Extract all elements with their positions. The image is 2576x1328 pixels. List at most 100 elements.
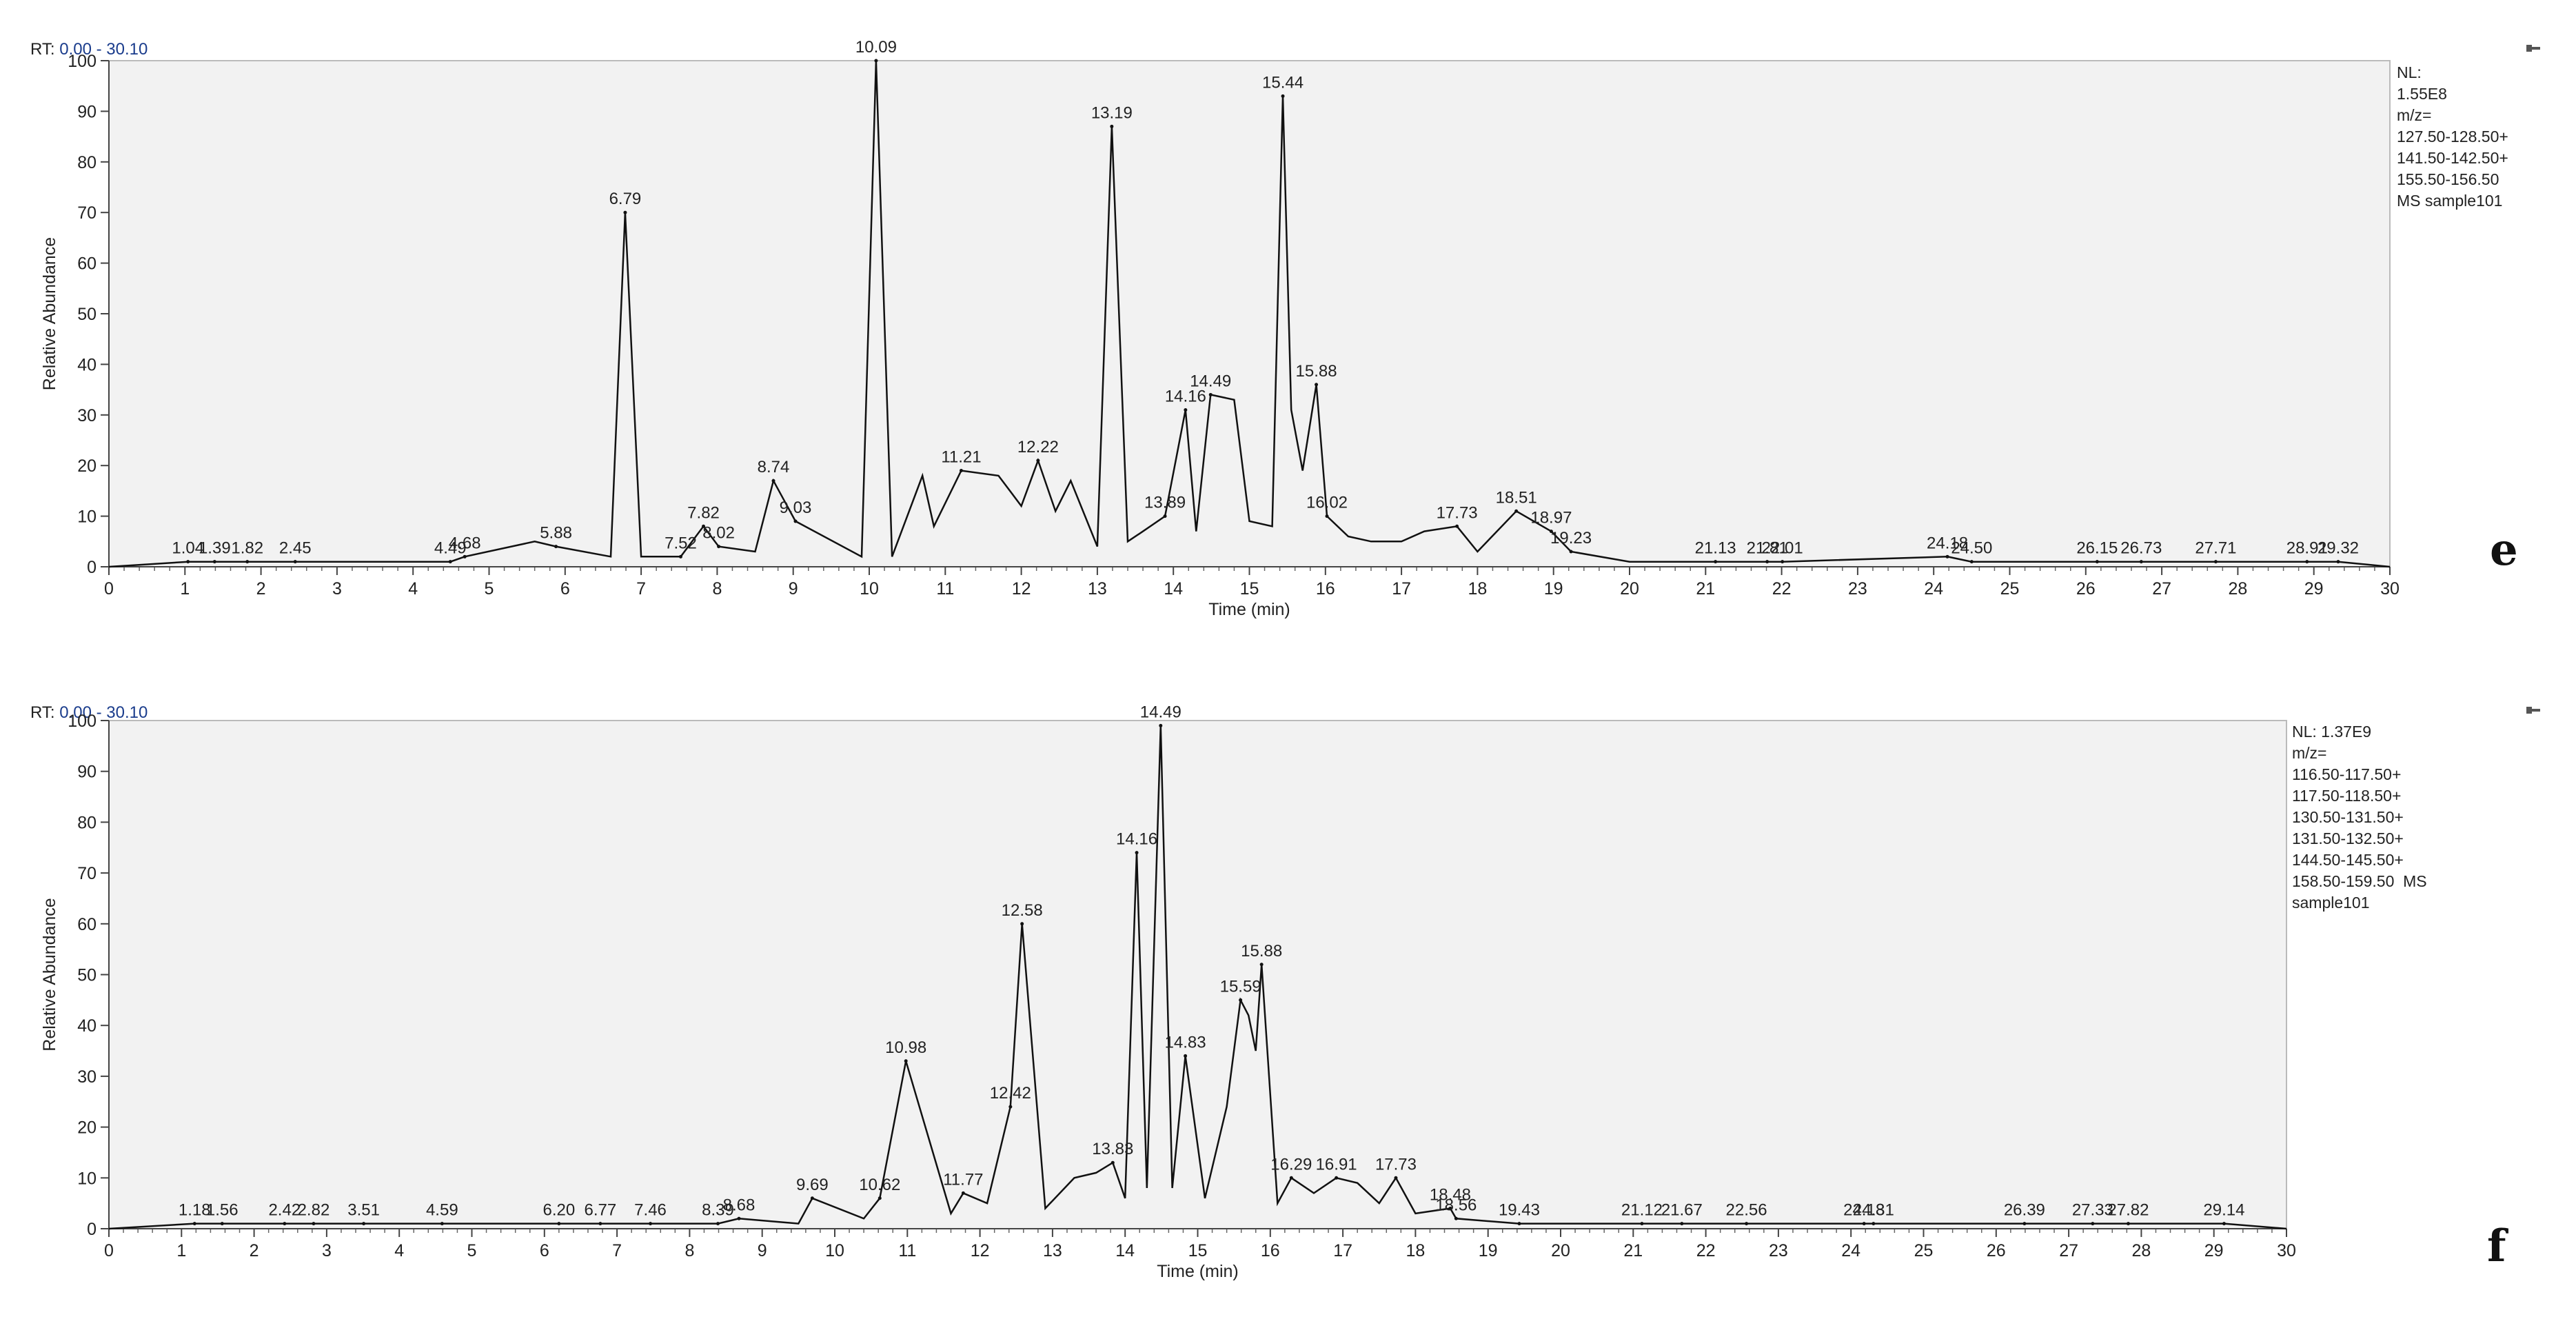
x-tick-label: 6 <box>540 1241 549 1260</box>
x-tick-label: 20 <box>1551 1241 1570 1260</box>
x-tick-label: 3 <box>332 579 342 598</box>
nl-info-line: m/z= <box>2397 106 2432 124</box>
panel-label: e <box>2490 524 2518 576</box>
peak-marker <box>1514 509 1519 513</box>
peak-label: 21.13 <box>1695 539 1736 558</box>
peak-marker <box>716 1222 720 1226</box>
x-tick-label: 19 <box>1479 1241 1498 1260</box>
y-tick-label: 50 <box>77 966 97 985</box>
y-tick-label: 70 <box>77 864 97 883</box>
peak-label: 6.20 <box>543 1201 576 1220</box>
peak-label: 15.88 <box>1296 362 1337 381</box>
peak-marker <box>283 1222 287 1226</box>
y-tick-label: 20 <box>77 1118 97 1138</box>
x-tick-label: 8 <box>712 579 722 598</box>
peak-marker <box>874 59 878 63</box>
y-tick-label: 80 <box>77 813 97 832</box>
x-axis-label: Time (min) <box>1157 1262 1239 1281</box>
peak-marker <box>557 1222 561 1226</box>
peak-label: 26.39 <box>2004 1201 2045 1220</box>
peak-label: 21.12 <box>1621 1201 1663 1220</box>
x-tick-label: 11 <box>936 579 954 598</box>
peak-label: 27.33 <box>2072 1201 2113 1220</box>
peak-marker <box>1680 1222 1684 1226</box>
peak-marker <box>737 1216 741 1220</box>
peak-marker <box>192 1222 196 1226</box>
pin-icon[interactable] <box>2526 705 2541 716</box>
peak-label: 7.82 <box>687 503 720 522</box>
nl-info-block: NL: 1.55E8 m/z= 127.50-128.50+ 141.50-142.50… <box>2397 62 2508 212</box>
nl-info-line: NL: 1.37E9 <box>2292 723 2372 741</box>
panel-label: f <box>2487 1220 2506 1272</box>
x-tick-label: 30 <box>2380 579 2400 598</box>
peak-marker <box>1159 723 1163 727</box>
nl-info-line: sample101 <box>2292 894 2370 912</box>
peak-marker <box>1239 998 1243 1002</box>
peak-marker <box>2126 1222 2130 1226</box>
x-tick-label: 23 <box>1769 1241 1788 1260</box>
peak-marker <box>1448 1207 1452 1211</box>
peak-marker <box>220 1222 224 1226</box>
peak-label: 29.32 <box>2318 539 2359 558</box>
peak-marker <box>717 545 721 549</box>
peak-marker <box>878 1196 882 1200</box>
chromatogram-trace <box>108 60 2391 568</box>
peak-marker <box>1569 550 1573 554</box>
x-tick-label: 29 <box>2304 579 2324 598</box>
peak-marker <box>463 554 467 559</box>
nl-info-line: MS sample101 <box>2397 192 2503 210</box>
nl-info-line: NL: <box>2397 63 2422 81</box>
peak-marker <box>1135 851 1139 855</box>
peak-label: 12.58 <box>1002 901 1043 920</box>
x-tick-label: 12 <box>971 1241 990 1260</box>
peak-marker <box>961 1191 965 1195</box>
peak-marker <box>598 1222 602 1226</box>
peak-label: 10.09 <box>855 38 897 57</box>
y-tick-label: 60 <box>77 915 97 934</box>
x-tick-label: 21 <box>1623 1241 1643 1260</box>
pin-icon[interactable] <box>2526 43 2541 54</box>
x-tick-label: 27 <box>2059 1241 2078 1260</box>
peak-marker <box>1394 1176 1398 1180</box>
x-tick-label: 14 <box>1164 579 1183 598</box>
y-tick-label: 0 <box>87 558 97 577</box>
peak-label: 18.97 <box>1530 509 1572 527</box>
x-tick-label: 18 <box>1468 579 1487 598</box>
peak-marker <box>1184 1054 1188 1058</box>
x-tick-label: 13 <box>1088 579 1107 598</box>
x-tick-label: 15 <box>1240 579 1259 598</box>
peak-label: 17.73 <box>1437 503 1478 522</box>
peak-marker <box>1020 922 1024 926</box>
rt-range-readout: RT: 0.00 - 30.10 <box>30 703 148 722</box>
peak-marker <box>312 1222 316 1226</box>
peak-label: 27.71 <box>2195 539 2236 558</box>
peak-label: 26.73 <box>2120 539 2162 558</box>
x-tick-label: 24 <box>1924 579 1943 598</box>
nl-info-block: NL: 1.37E9 m/z= 116.50-117.50+ 117.50-118.5… <box>2292 721 2427 914</box>
peak-marker <box>793 519 798 523</box>
peak-label: 12.22 <box>1017 438 1059 456</box>
peak-label: 16.91 <box>1316 1155 1357 1174</box>
peak-marker <box>1454 1216 1458 1220</box>
peak-marker <box>1969 560 1974 564</box>
peak-marker <box>2139 560 2143 564</box>
peak-marker <box>2305 560 2309 564</box>
nl-info-line: 117.50-118.50+ <box>2292 787 2402 805</box>
peak-marker <box>362 1222 366 1226</box>
peak-marker <box>448 560 452 564</box>
x-tick-label: 24 <box>1841 1241 1860 1260</box>
peak-label: 9.03 <box>780 499 812 517</box>
peak-marker <box>649 1222 653 1226</box>
peak-label: 4.49 <box>434 539 467 558</box>
peak-label: 21.67 <box>1661 1201 1703 1220</box>
peak-marker <box>1455 524 1459 528</box>
peak-marker <box>1872 1222 1876 1226</box>
x-tick-label: 9 <box>789 579 798 598</box>
peak-marker <box>2213 560 2218 564</box>
peak-label: 15.59 <box>1220 977 1261 996</box>
peak-label: 26.15 <box>2076 539 2118 558</box>
x-tick-label: 18 <box>1406 1241 1425 1260</box>
chromatogram-panel-e: RT: 0.00 - 30.10 0 10 20 30 40 50 60 70 80 90 100 0… <box>0 0 2576 662</box>
plot-area <box>108 720 2287 1229</box>
peak-label: 2.45 <box>279 539 312 558</box>
